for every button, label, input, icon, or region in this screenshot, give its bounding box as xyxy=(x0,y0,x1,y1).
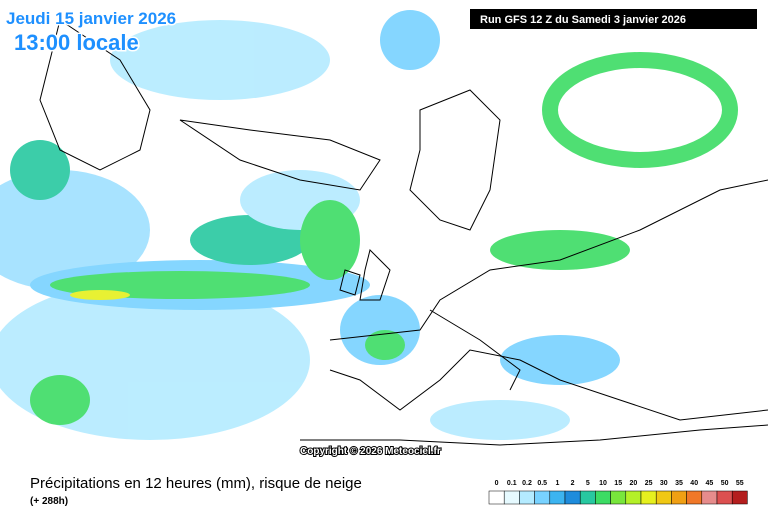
legend-label: 2 xyxy=(571,480,575,487)
legend-label: 1 xyxy=(555,480,559,487)
legend-swatch xyxy=(655,490,672,505)
legend-label: 50 xyxy=(721,480,729,487)
legend-swatch xyxy=(534,490,551,505)
legend-swatch xyxy=(595,490,611,505)
footer-lead: (+ 288h) xyxy=(30,496,68,507)
legend-swatch xyxy=(488,490,505,505)
legend-swatch xyxy=(549,490,566,505)
legend-label: 15 xyxy=(614,480,622,487)
legend-swatch xyxy=(701,490,718,505)
legend-label: 0.5 xyxy=(537,480,547,487)
run-box xyxy=(470,9,757,29)
legend-swatch xyxy=(716,490,733,505)
coastlines xyxy=(39,19,768,446)
legend-swatch xyxy=(640,490,657,505)
legend-swatch xyxy=(686,490,703,505)
forecast-time: 13:00 locale xyxy=(14,30,139,55)
legend-label: 30 xyxy=(660,480,668,487)
legend-label: 40 xyxy=(690,480,698,487)
legend-label: 10 xyxy=(599,480,607,487)
legend-label: 5 xyxy=(586,480,590,487)
legend: 0 0.1 0.2 0.5 1 2 5 10 15 20 25 30 35 40 45 50 55 xyxy=(488,480,748,505)
legend-label: 0 xyxy=(495,480,499,487)
legend-label: 0.2 xyxy=(522,480,532,487)
legend-label: 20 xyxy=(630,480,638,487)
legend-label: 45 xyxy=(706,480,714,487)
legend-swatch xyxy=(519,490,535,505)
run-info: Run GFS 12 Z du Samedi 3 janvier 2026 xyxy=(480,14,686,26)
legend-label: 25 xyxy=(645,480,653,487)
footer-title: Précipitations en 12 heures (mm), risque… xyxy=(30,475,362,492)
legend-label: 55 xyxy=(736,480,744,487)
legend-swatch xyxy=(564,490,581,505)
legend-label: 35 xyxy=(675,480,683,487)
legend-swatch xyxy=(731,490,748,505)
legend-label: 0.1 xyxy=(507,480,517,487)
legend-swatch xyxy=(503,490,520,505)
legend-swatch xyxy=(610,490,627,505)
forecast-date: Jeudi 15 janvier 2026 xyxy=(6,9,176,28)
legend-swatch xyxy=(625,490,642,505)
copyright: Copyright © 2026 Meteociel.fr xyxy=(300,446,441,457)
legend-swatch xyxy=(671,490,687,505)
legend-swatch xyxy=(579,490,596,505)
